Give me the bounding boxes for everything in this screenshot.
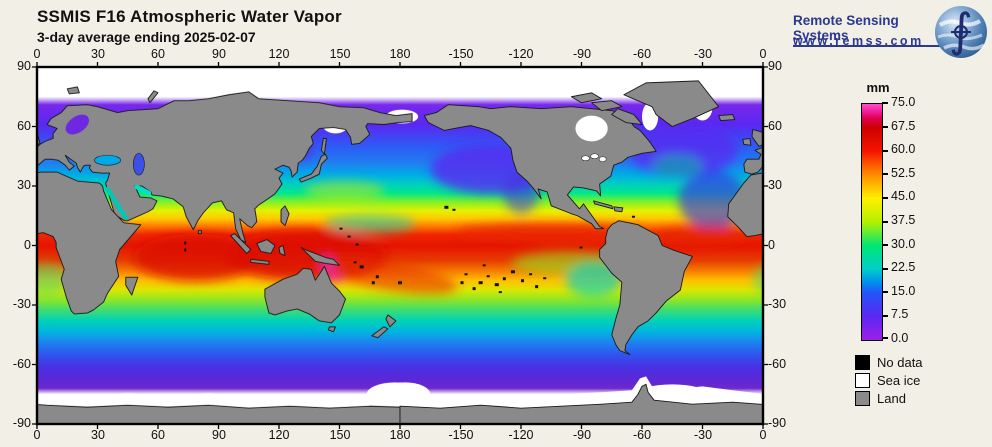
lat-label-left: -60 <box>12 357 31 371</box>
axis-ticks-left <box>31 66 37 425</box>
lat-label-left: 90 <box>17 59 31 73</box>
lon-label-top: -60 <box>632 47 652 61</box>
axis-ticks-top <box>36 62 764 67</box>
world-water-vapor-map <box>31 62 769 429</box>
lat-label-right: -30 <box>768 297 787 311</box>
logo-text: Remote Sensing Systems <box>793 13 945 47</box>
lon-label-bottom: 120 <box>268 428 290 442</box>
legend-item-land: Land <box>855 390 906 407</box>
page-subtitle: 3-day average ending 2025-02-07 <box>37 29 256 45</box>
colorbar-tick-label: 45.0 <box>891 189 916 203</box>
colorbar-tick <box>882 291 888 293</box>
lon-label-bottom: 60 <box>151 428 165 442</box>
colorbar-tick <box>882 268 888 270</box>
axis-ticks-bottom <box>36 424 764 429</box>
lon-label-bottom: 90 <box>212 428 226 442</box>
lon-label-top: 180 <box>389 47 411 61</box>
lat-label-left: -30 <box>12 297 31 311</box>
page-title: SSMIS F16 Atmospheric Water Vapor <box>37 7 342 26</box>
colorbar-tick-label: 67.5 <box>891 119 916 133</box>
lon-label-bottom: -30 <box>693 428 713 442</box>
lat-label-right: -90 <box>768 416 787 430</box>
colorbar-unit-label: mm <box>866 80 890 95</box>
lon-label-bottom: 150 <box>329 428 351 442</box>
colorbar-tick-label: 22.5 <box>891 260 916 274</box>
lon-label-bottom: -150 <box>448 428 474 442</box>
no-data-swatch <box>855 355 870 371</box>
lon-label-top: -150 <box>448 47 474 61</box>
lat-label-left: -90 <box>12 416 31 430</box>
colorbar-tick <box>882 150 888 152</box>
colorbar-tick <box>882 244 888 246</box>
lon-label-top: -120 <box>508 47 534 61</box>
sea-ice-swatch <box>855 373 870 389</box>
legend-item-sea-ice: Sea ice <box>855 372 921 389</box>
lon-label-top: 30 <box>91 47 105 61</box>
lon-label-top: -30 <box>693 47 713 61</box>
colorbar <box>861 103 883 341</box>
legend-item-no-data: No data <box>855 354 923 371</box>
colorbar-tick-label: 37.5 <box>891 213 916 227</box>
colorbar-tick <box>882 221 888 223</box>
lon-label-bottom: 30 <box>91 428 105 442</box>
colorbar-tick <box>882 126 888 128</box>
lat-label-right: 60 <box>768 119 782 133</box>
colorbar-tick <box>882 197 888 199</box>
colorbar-tick-label: 75.0 <box>891 95 916 109</box>
colorbar-tick-label: 52.5 <box>891 166 916 180</box>
lon-label-bottom: -60 <box>632 428 652 442</box>
colorbar-tick <box>882 337 888 339</box>
lat-label-right: 0 <box>768 238 775 252</box>
lat-label-right: -60 <box>768 357 787 371</box>
lon-label-bottom: 0 <box>759 428 767 442</box>
lon-label-top: 60 <box>151 47 165 61</box>
lon-label-top: -90 <box>572 47 592 61</box>
lon-label-top: 0 <box>33 47 41 61</box>
lon-label-top: 120 <box>268 47 290 61</box>
svg-text:∫: ∫ <box>949 5 973 57</box>
lon-label-bottom: -90 <box>572 428 592 442</box>
axis-ticks-right <box>763 66 769 425</box>
lat-label-right: 30 <box>768 178 782 192</box>
colorbar-tick-label: 30.0 <box>891 237 916 251</box>
globe-logo-icon: ∫ <box>935 5 987 58</box>
lon-label-bottom: 0 <box>33 428 41 442</box>
lat-label-left: 60 <box>17 119 31 133</box>
legend-label: Land <box>877 391 906 407</box>
logo-url[interactable]: www.remss.com <box>793 34 924 48</box>
lon-label-bottom: -120 <box>508 428 534 442</box>
colorbar-tick-label: 7.5 <box>891 307 909 321</box>
legend-label: No data <box>877 355 923 371</box>
lon-label-top: 150 <box>329 47 351 61</box>
colorbar-tick <box>882 102 888 104</box>
lon-label-top: 0 <box>759 47 767 61</box>
colorbar-tick <box>882 173 888 175</box>
colorbar-tick-label: 15.0 <box>891 284 916 298</box>
colorbar-tick-label: 60.0 <box>891 142 916 156</box>
lat-label-left: 30 <box>17 178 31 192</box>
lat-label-left: 0 <box>24 238 31 252</box>
lat-label-right: 90 <box>768 59 782 73</box>
colorbar-tick-label: 0.0 <box>891 331 909 345</box>
lon-label-bottom: 180 <box>389 428 411 442</box>
legend-label: Sea ice <box>877 373 921 389</box>
colorbar-tick <box>882 315 888 317</box>
land-swatch <box>855 391 870 407</box>
lon-label-top: 90 <box>212 47 226 61</box>
